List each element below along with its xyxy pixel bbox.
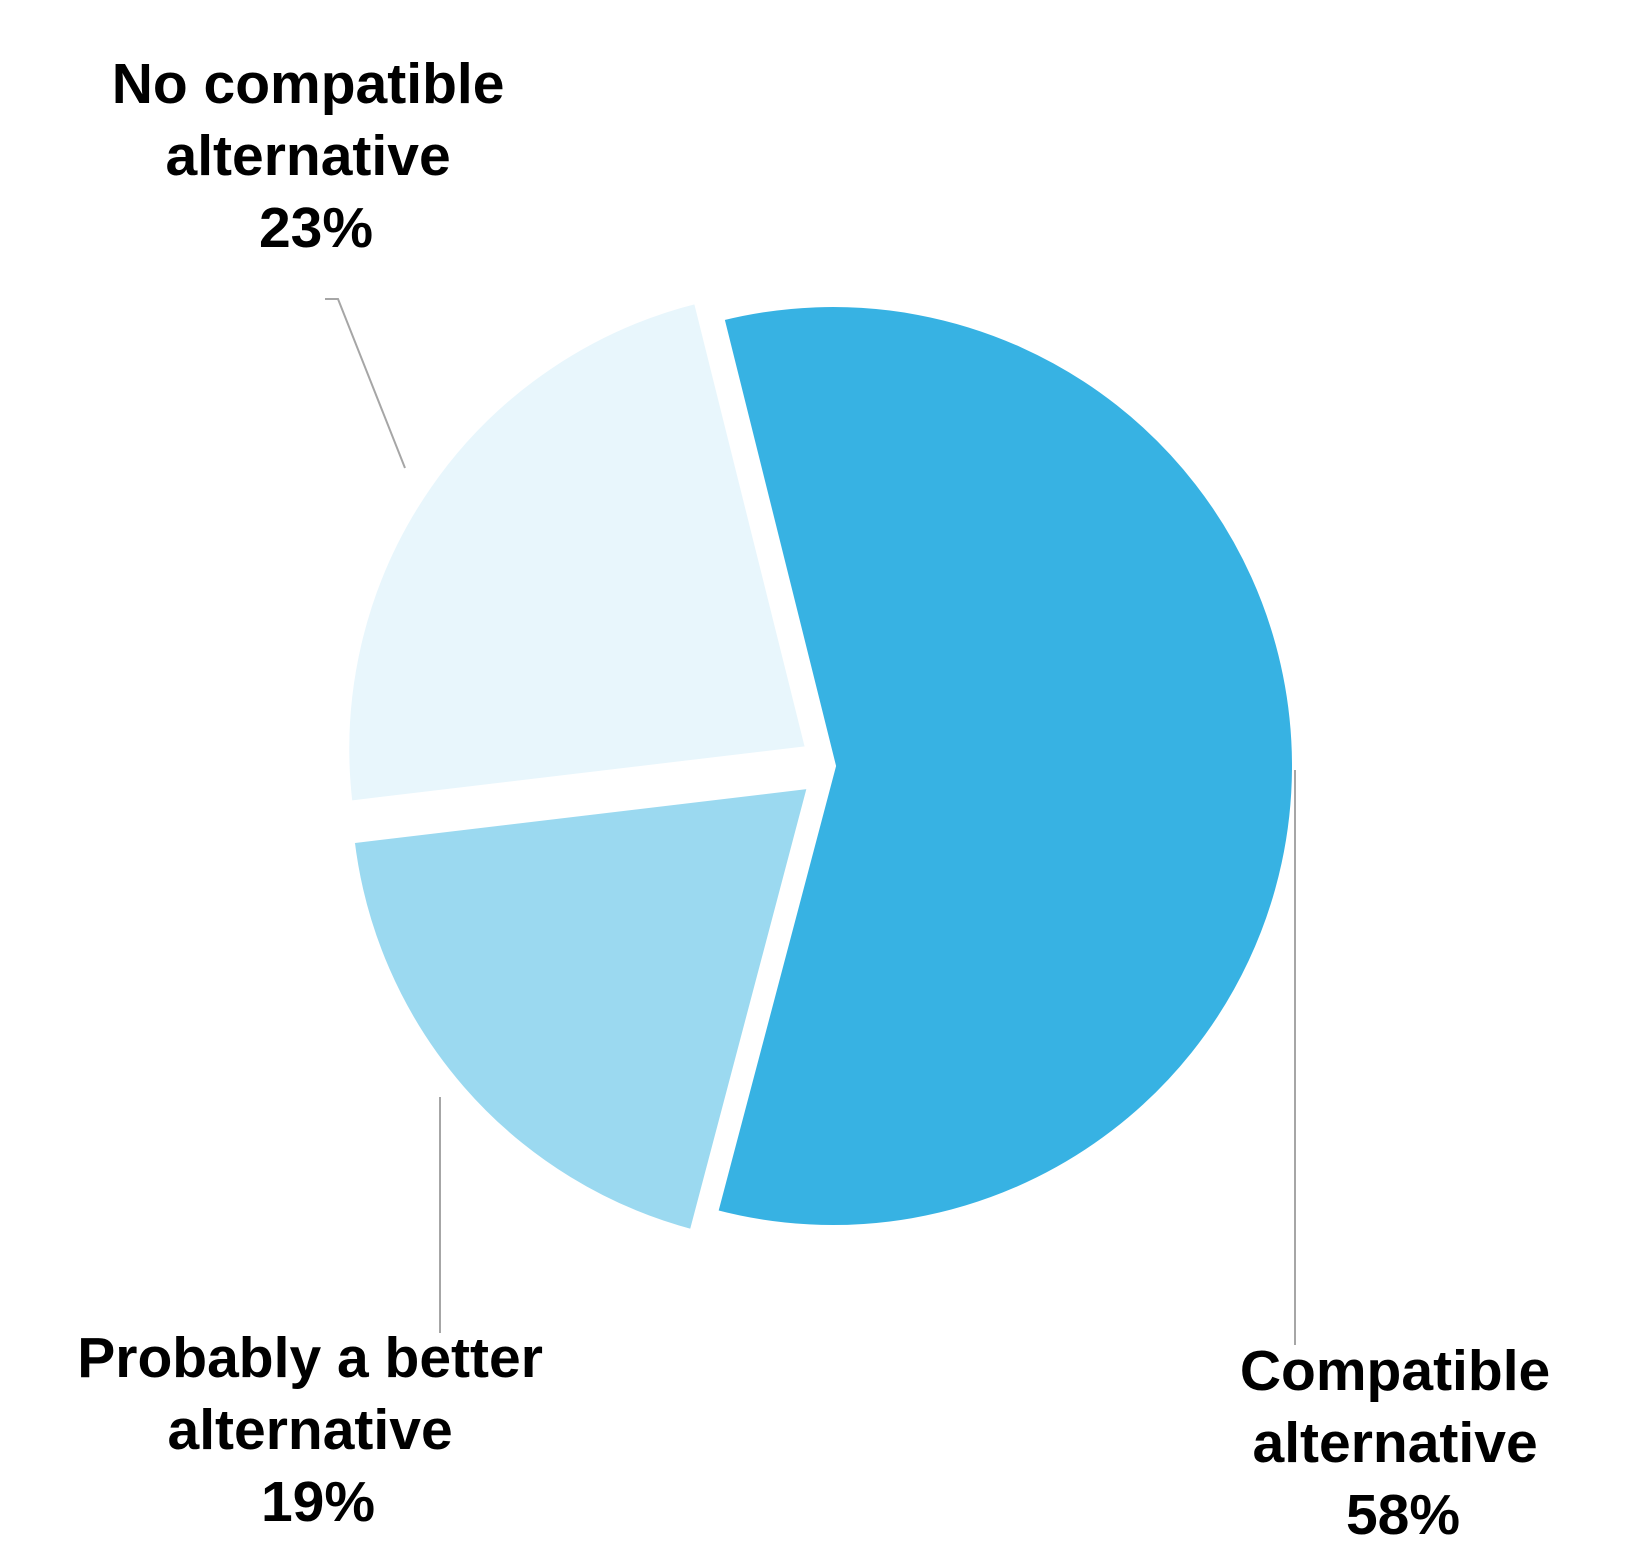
label-no-compatible-line1: No compatible bbox=[112, 52, 505, 116]
data-label-compatible: Compatible alternative 58% bbox=[1240, 1339, 1566, 1536]
data-label-better: Probably a better alternative 19% bbox=[77, 1326, 558, 1534]
pie-slice-no-compatible bbox=[343, 297, 813, 808]
label-better-line2: alternative bbox=[168, 1398, 453, 1462]
label-better-line1: Probably a better bbox=[77, 1326, 543, 1390]
pie-slices bbox=[343, 297, 1298, 1237]
value-better: 19% bbox=[261, 1470, 375, 1534]
data-label-no-compatible: No compatible alternative 23% bbox=[112, 52, 521, 260]
pie-slice-better bbox=[348, 782, 815, 1237]
pie-slice-compatible bbox=[711, 301, 1298, 1231]
leader-line-no-compatible bbox=[325, 298, 406, 469]
label-no-compatible-line2: alternative bbox=[166, 124, 451, 188]
value-compatible: 58% bbox=[1346, 1483, 1460, 1536]
leader-lines bbox=[325, 298, 1296, 1345]
label-compatible-line1: Compatible bbox=[1240, 1339, 1550, 1403]
value-no-compatible: 23% bbox=[259, 196, 373, 260]
label-compatible-line2: alternative bbox=[1253, 1411, 1538, 1475]
